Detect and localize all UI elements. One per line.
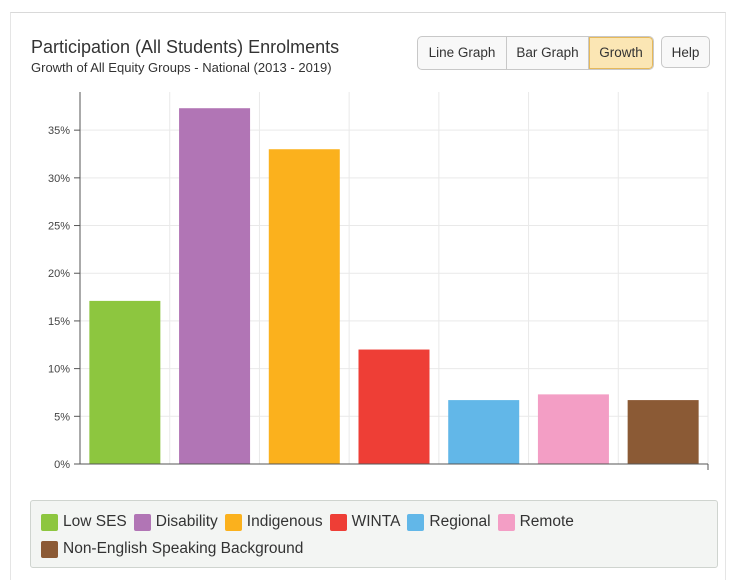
y-tick-label: 0% [54,459,70,471]
legend-item-low-ses[interactable]: Low SES [41,511,127,533]
help-button[interactable]: Help [661,36,710,68]
bar-graph-button[interactable]: Bar Graph [506,37,588,69]
chart-view-toggle: Line Graph Bar Graph Growth [417,36,654,70]
bar-low-ses[interactable] [89,300,161,464]
bar-indigenous[interactable] [268,149,340,464]
legend-swatch [407,513,425,531]
chart-legend: Low SES Disability Indigenous WINTA Regional… [30,500,718,568]
line-graph-button[interactable]: Line Graph [428,45,496,60]
chart-title: Participation (All Students) Enrolments [31,37,340,57]
legend-item-indigenous[interactable]: Indigenous [224,511,323,533]
legend-swatch [41,513,58,531]
legend-swatch [133,513,151,531]
bar-regional[interactable] [448,400,520,464]
legend-label: WINTA [351,513,401,530]
legend-label: Disability [155,513,218,530]
legend-swatch [41,540,58,558]
bar-chart: 0% 5% 10% 15% 20% 25% 30% 35% [48,92,709,471]
legend-swatch [329,513,347,531]
legend-item-remote[interactable]: Remote [497,511,574,533]
y-tick-label: 10% [48,364,70,376]
y-tick-label: 25% [48,221,70,233]
legend-item-regional[interactable]: Regional [407,511,491,533]
legend-label: Low SES [63,513,127,530]
bar-remote[interactable] [537,394,609,464]
bar-non-english-speaking-background[interactable] [627,400,699,464]
legend-item-disability[interactable]: Disability [133,511,218,533]
chart-panel [10,12,726,580]
legend-label: Non-English Speaking Background [63,540,304,557]
legend-item-non-english-speaking-background[interactable]: Non-English Speaking Background [41,538,303,560]
y-tick-label: 15% [48,316,70,328]
legend-label: Remote [519,513,574,530]
legend-label: Regional [429,513,491,530]
bar-disability[interactable] [179,108,251,464]
legend-item-winta[interactable]: WINTA [329,511,401,533]
y-tick-label: 5% [54,411,70,423]
legend-swatch [497,513,515,531]
legend-swatch [224,513,242,531]
growth-button[interactable]: Growth [588,37,653,69]
y-tick-label: 35% [48,125,70,137]
legend-label: Indigenous [246,513,323,530]
bar-winta[interactable] [358,349,430,464]
chart-subtitle: Growth of All Equity Groups - National (… [31,60,332,75]
y-tick-label: 30% [48,173,70,185]
y-tick-label: 20% [48,268,70,280]
